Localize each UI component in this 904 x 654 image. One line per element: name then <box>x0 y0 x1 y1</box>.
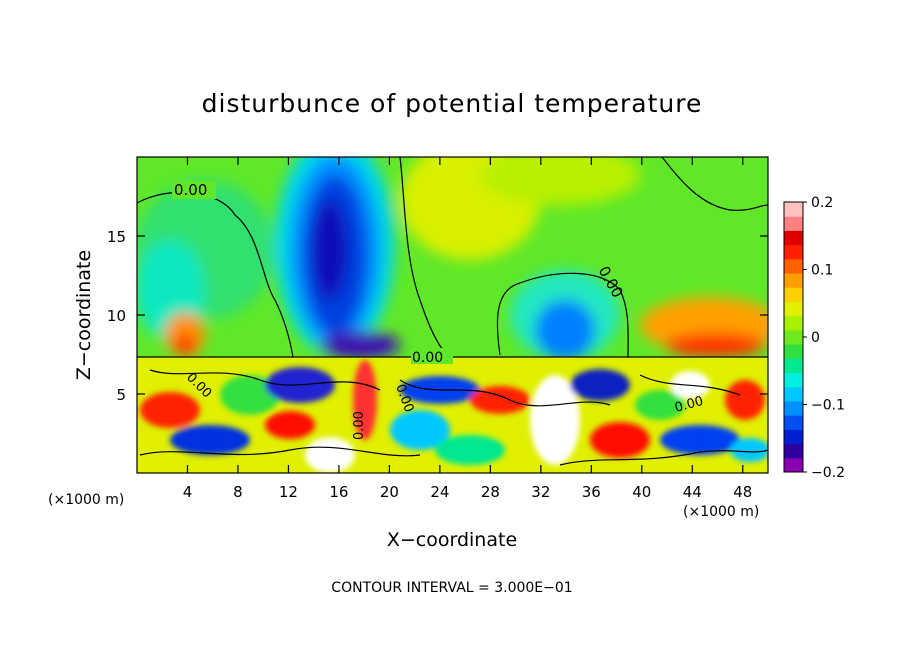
contour-zero-right <box>661 157 768 211</box>
red-patch-left <box>175 335 195 355</box>
x-tick-label: 44 <box>683 483 702 501</box>
purple-base <box>320 331 400 359</box>
x-tick-label: 4 <box>183 483 193 501</box>
turbulence-green-3 <box>635 390 685 420</box>
turbulence-red-6 <box>725 380 765 420</box>
turbulence-green-2 <box>435 435 505 465</box>
chart-title: disturbunce of potential temperature <box>202 89 703 118</box>
x-tick-label: 8 <box>233 483 243 501</box>
colorbar-swatch <box>784 315 803 331</box>
x-tick-label: 12 <box>279 483 298 501</box>
colorbar-swatch <box>784 230 803 246</box>
turbulence-red-3 <box>353 360 377 440</box>
turbulence-blue-5 <box>660 425 740 455</box>
colorbar-swatch <box>784 273 803 288</box>
x-tick-label: 28 <box>481 483 500 501</box>
colorbar-tick-label: 0.2 <box>811 195 833 211</box>
contour-interval-note: CONTOUR INTERVAL = 3.000E−01 <box>331 580 572 596</box>
contour-lower-5 <box>559 449 768 466</box>
colorbar-swatch <box>784 344 803 359</box>
x-tick-label: 24 <box>430 483 449 501</box>
x-tick-label: 40 <box>632 483 651 501</box>
contour-zero-bubble <box>496 272 629 358</box>
contour-lower-1 <box>149 369 381 391</box>
x-tick-label: 48 <box>733 483 752 501</box>
contour-zero-center <box>399 157 451 358</box>
colorbar-swatch <box>784 443 803 459</box>
y-tick-label: 10 <box>107 307 126 325</box>
turbulence-red-5 <box>590 422 650 458</box>
colorbar-tick-label: 0.1 <box>811 263 833 279</box>
y-axis: 5 10 15 <box>107 228 768 404</box>
blue-bubble-right <box>535 300 595 360</box>
contour-lower-3 <box>639 374 741 396</box>
turbulence-cyan-1 <box>390 410 450 450</box>
colorbar-swatch <box>784 287 803 302</box>
x-axis-title: X−coordinate <box>387 529 517 551</box>
colorbar-tick-label: −0.2 <box>811 465 845 481</box>
contour-label-5: 0.00 <box>352 411 367 440</box>
colorbar-swatch <box>784 216 803 231</box>
colorbar-tick-label: −0.1 <box>811 398 845 414</box>
colorbar-swatch <box>784 400 803 416</box>
yellow-patch-top <box>480 157 640 205</box>
colorbar-tick-label: 0 <box>811 330 820 346</box>
x-tick-label: 20 <box>380 483 399 501</box>
colorbar-swatch <box>784 429 803 445</box>
colorbar-swatch <box>784 329 803 345</box>
x-axis: 4 8 12 16 20 24 28 32 36 40 44 48 <box>183 157 752 501</box>
contour-label-7: 0.00 <box>673 394 705 416</box>
colorbar-swatch <box>784 301 803 317</box>
colorbar-swatch <box>784 372 803 388</box>
colorbar-swatch <box>784 358 803 374</box>
colorbar-swatch <box>784 258 803 274</box>
turbulence-cyan-2 <box>730 438 768 462</box>
colorbar-swatch <box>784 386 803 402</box>
contour-lines <box>137 157 768 466</box>
colorbar-swatch <box>784 457 803 473</box>
x-tick-label: 16 <box>329 483 348 501</box>
x-unit-label-right: (×1000 m) <box>683 504 759 520</box>
contour-label-1: 0.00 <box>174 181 207 199</box>
dark-blue-core <box>312 200 348 300</box>
x-tick-label: 36 <box>582 483 601 501</box>
turbulence-white-2 <box>530 375 580 465</box>
colorbar-swatch <box>784 415 803 430</box>
turbulence-red-4 <box>470 386 530 414</box>
turbulence-blue-1 <box>170 425 250 455</box>
heatmap-field: 0.00 0.00 0.00 0.00 0.00 0.00 0.00 <box>137 157 768 473</box>
y-tick-label: 5 <box>116 386 126 404</box>
contour-label-2: 0.00 <box>412 350 443 366</box>
x-unit-label-left: (×1000 m) <box>48 492 124 508</box>
colorbar: 0.2 0.1 0 −0.1 −0.2 <box>784 195 845 481</box>
x-tick-label: 32 <box>531 483 550 501</box>
contour-lower-4 <box>139 446 421 457</box>
turbulence-white-1 <box>305 437 355 473</box>
red-patch-right <box>665 333 765 357</box>
colorbar-frame <box>783 201 804 473</box>
turbulence-red-1 <box>140 392 200 428</box>
turbulence-red-2 <box>265 411 315 439</box>
turbulence-blue-4 <box>570 369 630 401</box>
contour-labels: 0.00 0.00 0.00 0.00 0.00 0.00 0.00 <box>172 181 705 440</box>
contour-lower-2 <box>399 379 611 407</box>
colorbar-swatch <box>784 244 803 260</box>
y-axis-title: Z−coordinate <box>73 250 95 380</box>
y-tick-label: 15 <box>107 228 126 246</box>
colorbar-swatch <box>784 202 803 217</box>
